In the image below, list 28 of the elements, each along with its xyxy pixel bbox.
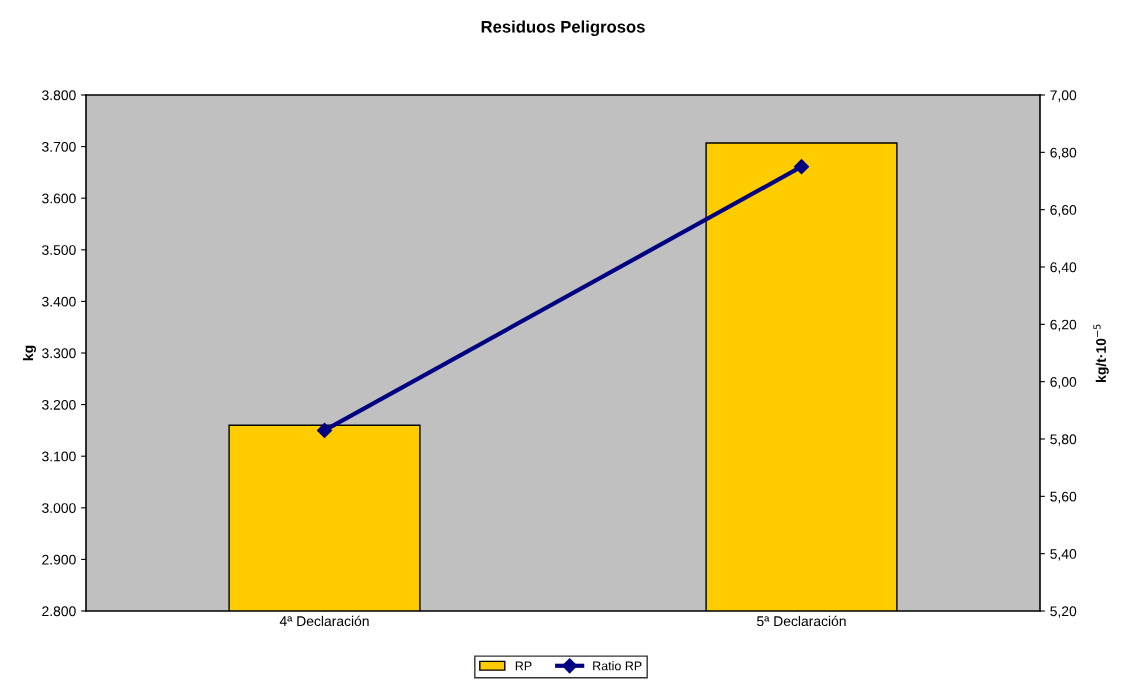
y-tick-label: 2.800	[42, 606, 76, 617]
legend-label: RP	[515, 661, 532, 671]
y2-tick-label: 5,20	[1050, 606, 1077, 618]
y-tick-label: 3.400	[42, 296, 76, 307]
y-tick-label: 3.300	[42, 348, 76, 359]
y-tick-label: 3.200	[42, 399, 76, 410]
y-axis-title: kg	[22, 345, 36, 361]
y2-tick-label: 6,00	[1050, 377, 1077, 389]
chart-title: Residuos Peligrosos	[481, 20, 645, 37]
x-tick-label: 4ª Declaración	[279, 615, 369, 627]
y-tick-label: 3.700	[42, 141, 76, 152]
y-tick-label: 3.500	[42, 245, 76, 255]
y2-tick-label: 7,00	[1050, 90, 1077, 102]
y2-tick-label: 6,40	[1050, 262, 1077, 274]
legend-label: Ratio RP	[593, 661, 642, 671]
y2-axis-title: kg/t·10$^{−5}$	[1093, 324, 1109, 382]
y-tick-label: 3.600	[42, 193, 76, 204]
y2-tick-label: 6,20	[1050, 319, 1077, 332]
y-tick-label: 3.800	[42, 90, 76, 101]
x-tick-label: 5ª Declaración	[757, 615, 846, 627]
y2-tick-label: 5,60	[1050, 491, 1077, 504]
y2-tick-label: 6,80	[1050, 147, 1077, 160]
y2-tick-label: 5,80	[1050, 434, 1077, 446]
y-tick-label: 2.900	[42, 554, 76, 565]
y2-tick-label: 5,40	[1050, 549, 1077, 561]
y-tick-label: 3.000	[42, 503, 76, 513]
y-tick-label: 3.100	[42, 451, 76, 462]
y2-tick-label: 6,60	[1050, 205, 1077, 217]
